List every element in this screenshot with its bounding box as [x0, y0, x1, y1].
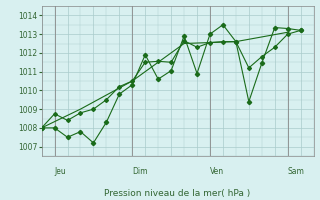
Text: Jeu: Jeu [54, 167, 66, 176]
Text: Ven: Ven [210, 167, 224, 176]
Text: Dim: Dim [132, 167, 148, 176]
Text: Pression niveau de la mer( hPa ): Pression niveau de la mer( hPa ) [104, 189, 251, 198]
Text: Sam: Sam [288, 167, 305, 176]
